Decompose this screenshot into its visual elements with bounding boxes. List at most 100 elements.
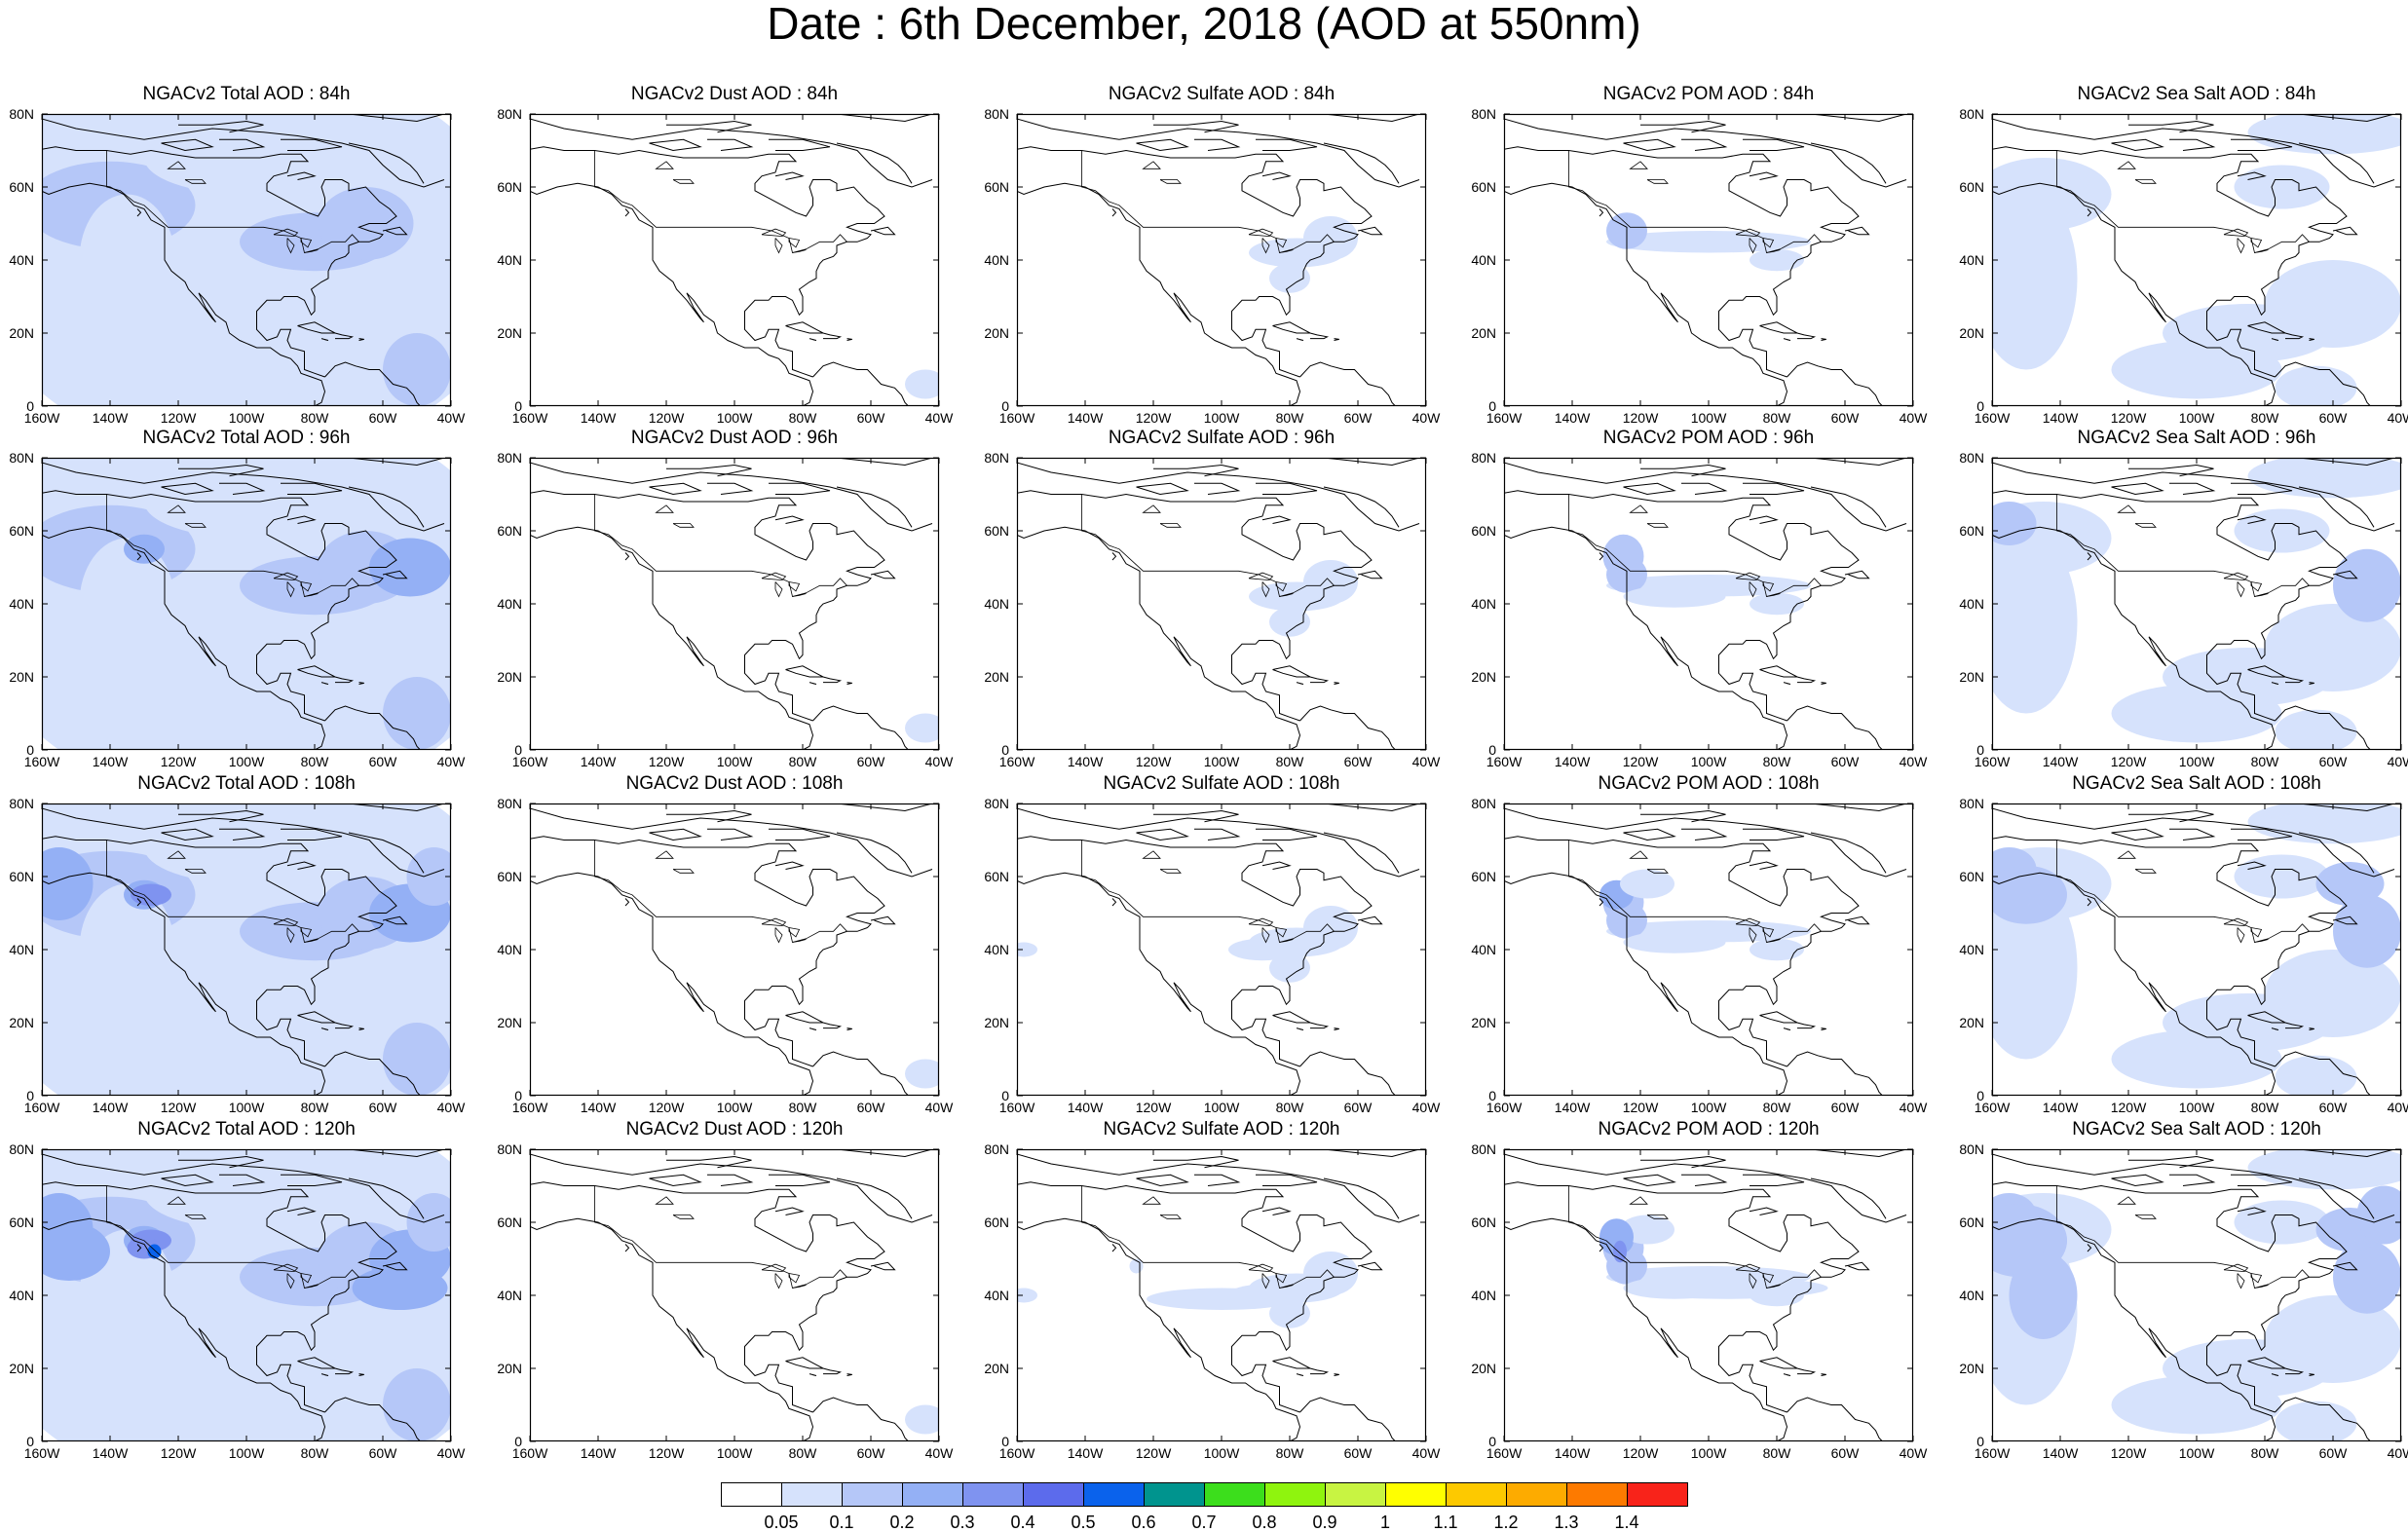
lon-tick-label: 100W: [1204, 1100, 1240, 1115]
coastline: [990, 509, 1300, 751]
coastline: [1194, 139, 1239, 150]
coastline: [625, 553, 629, 561]
coastline: [1787, 706, 1883, 750]
lake-outline: [2135, 524, 2156, 528]
lon-tick-label: 40W: [437, 1100, 466, 1115]
aod-shading: [1750, 939, 1804, 961]
coastline: [1324, 1178, 1399, 1218]
coastline: [813, 362, 909, 406]
coastline: [1358, 916, 1382, 924]
colorbar-segment: [1627, 1482, 1688, 1507]
colorbar-level-label: 1.1: [1433, 1513, 1457, 1532]
lon-tick-label: 100W: [229, 1445, 265, 1461]
lat-tick-label: 80N: [497, 450, 522, 466]
map-plot: [42, 1149, 451, 1451]
coastline: [1300, 362, 1396, 406]
aod-shading: [1624, 931, 1726, 953]
coastline: [1681, 829, 1726, 840]
lat-tick-label: 80N: [497, 796, 522, 811]
lake-outline: [2238, 1274, 2244, 1289]
coastline: [1760, 322, 1798, 333]
coastline: [1624, 1175, 1675, 1185]
lon-tick-label: 60W: [1831, 1100, 1860, 1115]
lon-tick-label: 60W: [857, 410, 885, 426]
national-border: [595, 841, 847, 943]
lat-tick-label: 40N: [497, 1288, 522, 1303]
national-border: [595, 495, 847, 597]
coastline: [775, 516, 803, 524]
lon-tick-label: 140W: [93, 1445, 129, 1461]
panel-title: NGACv2 Sea Salt AOD : 84h: [1992, 83, 2401, 106]
aod-shading: [28, 1222, 110, 1281]
coastline: [1760, 110, 1907, 121]
coastline: [837, 1178, 912, 1218]
lat-tick-label: 60N: [984, 179, 1009, 195]
lat-tick-label: 40N: [984, 1288, 1009, 1303]
coastline: [2112, 139, 2163, 150]
coastline: [503, 509, 813, 751]
lon-tick-label: 160W: [1975, 1100, 2011, 1115]
lon-tick-label: 120W: [1623, 1100, 1659, 1115]
lake-outline: [1160, 524, 1181, 528]
coastline: [1153, 466, 1239, 476]
lon-tick-label: 40W: [1412, 410, 1441, 426]
lon-tick-label: 80W: [1763, 1445, 1791, 1461]
coastline: [1297, 1028, 1303, 1030]
lake-outline: [673, 524, 694, 528]
aod-shading: [1750, 593, 1804, 616]
lon-tick-label: 100W: [1691, 1100, 1727, 1115]
map-plot: [530, 1149, 939, 1451]
lon-tick-label: 140W: [1068, 410, 1104, 426]
coastline: [1784, 1028, 1790, 1030]
coastline: [1153, 122, 1239, 132]
lake-outline: [1631, 505, 1648, 513]
aod-shading: [2333, 895, 2401, 968]
coastline: [1335, 1028, 1339, 1030]
lon-tick-label: 100W: [229, 410, 265, 426]
coastline: [871, 571, 895, 579]
aod-shading: [2265, 260, 2401, 348]
map-plot: [530, 458, 939, 760]
map-plot: [1992, 114, 2401, 416]
lat-tick-label: 40N: [1959, 596, 1984, 612]
lake-outline: [775, 928, 782, 943]
aod-shading: [2276, 710, 2357, 754]
coastline: [775, 862, 803, 870]
aod-shading: [1010, 1289, 1037, 1303]
colorbar-level-label: 0.05: [764, 1513, 798, 1532]
lake-outline: [657, 1197, 674, 1205]
panel-title: NGACv2 Dust AOD : 96h: [530, 427, 939, 450]
coastline: [837, 833, 912, 873]
lon-tick-label: 100W: [717, 410, 753, 426]
coastline: [1681, 139, 1726, 150]
lon-tick-label: 60W: [1831, 1445, 1860, 1461]
lon-tick-label: 100W: [717, 754, 753, 769]
panel-title: NGACv2 Dust AOD : 84h: [530, 83, 939, 106]
lon-tick-label: 140W: [581, 1445, 617, 1461]
coastline: [1784, 1374, 1790, 1376]
coastline: [2169, 1175, 2214, 1185]
lon-tick-label: 120W: [161, 1100, 197, 1115]
aod-shading: [905, 714, 946, 743]
lon-tick-label: 40W: [2388, 1100, 2408, 1115]
coastline: [1845, 916, 1869, 924]
coastline: [1811, 1178, 1886, 1218]
lon-tick-label: 100W: [2179, 1445, 2215, 1461]
coastline: [1297, 339, 1303, 341]
lake-outline: [2135, 1215, 2156, 1219]
lat-tick-label: 80N: [497, 1141, 522, 1157]
lake-outline: [2119, 505, 2136, 513]
lat-tick-label: 20N: [984, 325, 1009, 341]
lat-tick-label: 80N: [1959, 796, 1984, 811]
lake-outline: [657, 162, 674, 169]
aod-shading: [1982, 502, 2037, 545]
lon-tick-label: 160W: [999, 1445, 1035, 1461]
lake-outline: [775, 1274, 782, 1289]
lon-tick-label: 60W: [2319, 1445, 2348, 1461]
